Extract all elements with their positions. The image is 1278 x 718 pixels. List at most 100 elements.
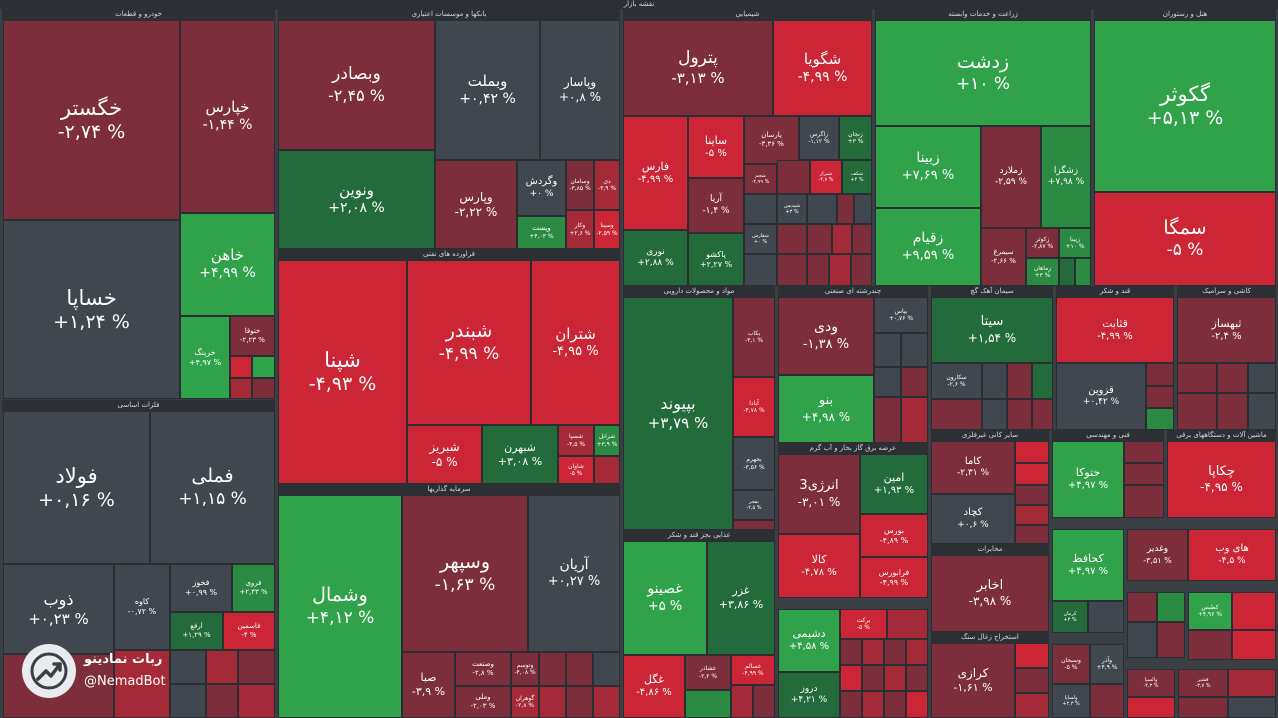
tile-ghazvin[interactable]: قزوین +۰,۴۲ % xyxy=(1056,363,1146,430)
tile-vemeli[interactable]: وملی -۲,۰۳ % xyxy=(455,686,511,718)
tile-small[interactable] xyxy=(1188,630,1232,660)
tile-small[interactable] xyxy=(1177,363,1217,393)
tile-small[interactable] xyxy=(884,665,906,691)
tile-small[interactable] xyxy=(851,254,872,286)
tile-saina[interactable]: ساینا -۵ % xyxy=(688,116,744,178)
tile-bahar[interactable]: بجهرم -۳,۵۶ % xyxy=(733,437,775,490)
tile-kama[interactable]: کاما -۲,۳۱ % xyxy=(931,441,1015,494)
tile-small[interactable] xyxy=(1075,258,1091,286)
tile-gohar[interactable]: گوهران -۲,۸ % xyxy=(511,686,539,718)
tile-shavan[interactable]: شاوان -۵ % xyxy=(558,456,594,484)
tile-small[interactable] xyxy=(1146,363,1174,386)
tile-zemlard[interactable]: زملارد -۲,۵۹ % xyxy=(981,126,1041,228)
tile-fameli[interactable]: فملی +۱,۱۵ % xyxy=(150,411,275,564)
tile-fars[interactable]: فارس -۴,۹۹ % xyxy=(623,116,688,230)
tile-small[interactable] xyxy=(1015,693,1049,718)
tile-foolad[interactable]: فولاد +۰,۱۶ % xyxy=(3,411,150,564)
tile-vebras[interactable]: بپاس +۰,۷۶ % xyxy=(874,297,928,333)
tile-small[interactable] xyxy=(1177,393,1217,430)
tile-vesamen[interactable]: وسامان -۳,۸۵ % xyxy=(566,160,594,210)
tile-ghadir[interactable]: شجم -۲,۹۹ % xyxy=(744,164,777,194)
tile-small[interactable] xyxy=(874,333,901,367)
tile-petrol[interactable]: پترول -۳,۱۳ % xyxy=(623,20,773,116)
tile-vadi[interactable]: ودی -۱,۳۸ % xyxy=(778,297,874,375)
tile-vebmelat[interactable]: وبملت +۰,۴۲ % xyxy=(435,20,540,160)
tile-shepna[interactable]: شپنا -۴,۹۳ % xyxy=(278,260,407,484)
tile-small[interactable] xyxy=(238,650,275,684)
tile-small[interactable] xyxy=(1217,393,1248,430)
tile-boors[interactable]: بورس -۴,۸۹ % xyxy=(860,514,928,557)
tile-saba[interactable]: صبا -۳,۹ % xyxy=(402,652,455,718)
tile-small[interactable] xyxy=(1127,622,1157,658)
tile-small[interactable] xyxy=(1124,441,1164,463)
tile-small[interactable] xyxy=(593,686,620,718)
tile-small[interactable] xyxy=(982,363,1007,399)
tile-khaparsa[interactable]: خساپا +۱,۲۴ % xyxy=(3,220,180,399)
tile-small[interactable] xyxy=(733,520,775,530)
tile-small[interactable] xyxy=(840,639,862,665)
tile-small[interactable] xyxy=(1015,441,1049,463)
tile-haiweb[interactable]: های وب -۴,۵ % xyxy=(1188,529,1276,581)
tile-daroo[interactable]: دروز +۴,۲۱ % xyxy=(778,672,840,718)
tile-zepina[interactable]: زپینا +۱۰ % xyxy=(1059,228,1091,258)
tile-small[interactable] xyxy=(1232,630,1276,660)
tile-small[interactable] xyxy=(837,194,854,224)
tile-small[interactable] xyxy=(744,194,777,224)
tile-small[interactable] xyxy=(854,194,872,224)
tile-small[interactable] xyxy=(862,665,884,691)
tile-small[interactable] xyxy=(566,652,593,686)
tile-small[interactable] xyxy=(1157,592,1185,622)
tile-semga[interactable]: سمگا -۵ % xyxy=(1094,192,1276,286)
tile-amin[interactable]: امین +۱,۹۳ % xyxy=(860,454,928,514)
tile-vatoosa[interactable]: وتوسم -۴,۰۸ % xyxy=(511,652,539,686)
tile-small[interactable] xyxy=(1127,697,1175,718)
tile-small[interactable] xyxy=(982,399,1007,430)
tile-small[interactable] xyxy=(1015,463,1049,485)
tile-kerman[interactable]: کرمان +۳ % xyxy=(1052,601,1088,633)
tile-kehafez[interactable]: کحافظ +۴,۹۷ % xyxy=(1052,529,1124,601)
tile-vest[interactable]: وپست +۴,۰۳ % xyxy=(517,216,566,249)
tile-barkat[interactable]: برکت -۵ % xyxy=(840,609,887,639)
tile-small[interactable] xyxy=(1127,592,1157,622)
tile-parsan[interactable]: پارسان -۳,۳۶ % xyxy=(744,116,799,164)
tile-small[interactable] xyxy=(832,224,852,254)
tile-noori[interactable]: نوری +۲,۸۸ % xyxy=(623,230,688,286)
tile-shabriz[interactable]: شبریز -۵ % xyxy=(407,425,482,484)
tile-small[interactable] xyxy=(906,639,928,665)
tile-ghazar[interactable]: غزر +۳,۸۶ % xyxy=(707,541,775,655)
tile-shkeb[interactable]: شکف +۴ % xyxy=(842,160,872,194)
tile-small[interactable] xyxy=(901,333,928,367)
tile-vekar[interactable]: وکار +۲,۶ % xyxy=(566,210,594,249)
tile-small[interactable] xyxy=(777,224,807,254)
tile-small[interactable] xyxy=(252,356,275,378)
tile-small[interactable] xyxy=(1232,592,1276,630)
tile-small[interactable] xyxy=(1124,485,1164,518)
tile-small[interactable] xyxy=(931,399,982,430)
tile-small[interactable] xyxy=(829,254,851,286)
tile-pakhsh[interactable]: پاکشو +۲,۲۷ % xyxy=(688,233,744,286)
tile-shranol[interactable]: شرانل +۳,۹ % xyxy=(594,425,620,456)
tile-vesbahan[interactable]: وسبحان -۵ % xyxy=(1052,644,1090,684)
tile-small[interactable] xyxy=(840,665,862,691)
tile-small[interactable] xyxy=(1146,386,1174,408)
tile-small[interactable] xyxy=(1015,525,1049,544)
tile-kave[interactable]: کاوه -۰,۷۲ % xyxy=(114,564,170,650)
tile-small[interactable] xyxy=(539,652,566,686)
tile-zemahya[interactable]: زماهان +۳ % xyxy=(1026,258,1059,286)
tile-small[interactable] xyxy=(862,691,884,718)
tile-small[interactable] xyxy=(1059,258,1075,286)
tile-vealsa[interactable]: والسپا -۴,۳ % xyxy=(1127,669,1175,697)
tile-vesamal[interactable]: وشمال +۴,۱۲ % xyxy=(278,495,402,718)
tile-tahsaz[interactable]: ثبهساز -۲,۴ % xyxy=(1177,297,1276,363)
tile-khapars[interactable]: خپارس -۱,۴۴ % xyxy=(180,20,275,213)
tile-small[interactable] xyxy=(1015,668,1049,693)
tile-vedey[interactable]: دی -۳,۹ % xyxy=(594,160,620,210)
tile-small[interactable] xyxy=(777,254,807,286)
tile-small[interactable] xyxy=(1015,643,1049,668)
tile-batar[interactable]: آبادا -۴,۷۸ % xyxy=(733,377,775,437)
tile-kachad[interactable]: کچاد +۰,۶ % xyxy=(931,494,1015,544)
tile-small[interactable] xyxy=(1007,363,1032,399)
tile-shabandar[interactable]: شبندر -۴,۹۹ % xyxy=(407,260,531,425)
tile-small[interactable] xyxy=(1090,684,1124,718)
tile-ghesh[interactable]: قشیر -۳,۷ % xyxy=(1178,669,1228,697)
